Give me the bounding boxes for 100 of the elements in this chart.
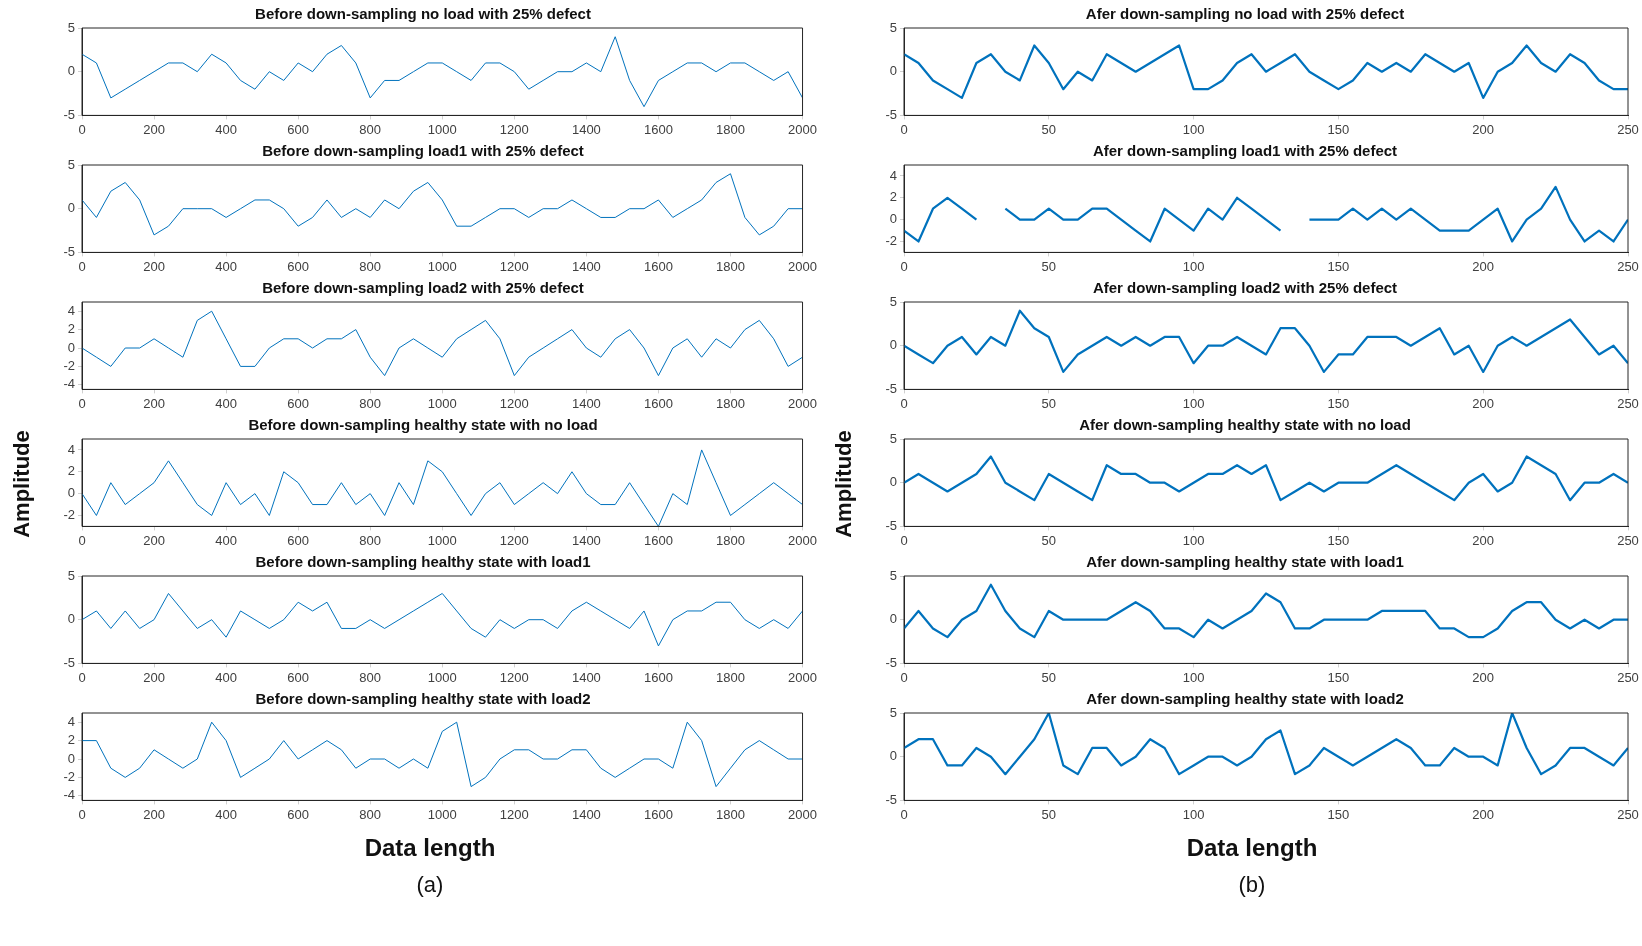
y-tick-label: -5 — [63, 243, 75, 259]
x-tick-label: 200 — [143, 395, 165, 411]
y-tick-label: 4 — [67, 441, 75, 457]
x-tick-label: 400 — [215, 395, 237, 411]
x-tick-label: 200 — [1472, 395, 1495, 411]
x-tick-label: 400 — [215, 806, 237, 822]
chart-title: Before down-sampling load2 with 25% defect — [262, 279, 584, 297]
x-tick-label: 1800 — [716, 806, 745, 822]
x-tick-label: 2000 — [788, 532, 817, 548]
y-tick-label: -5 — [885, 380, 897, 396]
x-axis-title: Data length — [1185, 834, 1319, 862]
chart-title: Afer down-sampling healthy state with load2 — [1086, 690, 1404, 708]
y-tick-label: -5 — [885, 106, 897, 122]
x-tick-label: 0 — [900, 669, 908, 685]
x-tick-label: 600 — [287, 669, 310, 685]
y-tick-label: 2 — [67, 732, 75, 748]
y-tick-label: -2 — [63, 768, 75, 784]
y-tick-label: 5 — [889, 19, 897, 35]
x-tick-label: 150 — [1327, 669, 1350, 685]
x-tick-label: 600 — [287, 532, 310, 548]
y-tick-label: -2 — [63, 357, 75, 373]
y-tick-label: 2 — [67, 463, 75, 479]
x-tick-label: 1200 — [499, 258, 529, 274]
x-tick-label: 1800 — [716, 258, 745, 274]
x-tick-label: 100 — [1182, 258, 1205, 274]
x-tick-label: 600 — [287, 806, 310, 822]
x-tick-label: 200 — [1472, 806, 1495, 822]
x-tick-label: 2000 — [788, 121, 817, 137]
y-tick-label: -2 — [63, 507, 75, 523]
x-tick-label: 0 — [900, 532, 908, 548]
x-tick-label: 100 — [1182, 669, 1205, 685]
x-tick-label: 1800 — [716, 669, 745, 685]
x-tick-label: 100 — [1182, 121, 1205, 137]
x-tick-label: 0 — [900, 258, 908, 274]
chart-title: Before down-sampling healthy state with load2 — [255, 690, 591, 708]
x-tick-label: 1600 — [643, 806, 673, 822]
y-tick-label: 0 — [889, 63, 897, 79]
chart-title: Before down-sampling load1 with 25% defect — [262, 142, 584, 160]
y-tick-label: -2 — [885, 233, 897, 249]
x-tick-label: 1600 — [643, 532, 673, 548]
x-tick-label: 250 — [1617, 395, 1639, 411]
x-tick-label: 400 — [215, 258, 237, 274]
text: (b) — [1237, 872, 1267, 898]
x-tick-label: 1600 — [643, 669, 673, 685]
x-tick-label: 2000 — [788, 669, 817, 685]
x-tick-label: 0 — [900, 121, 908, 137]
text: (a) — [415, 872, 445, 898]
x-tick-label: 800 — [359, 258, 382, 274]
chart-title: Before down-sampling healthy state with load1 — [255, 553, 591, 571]
x-tick-label: 800 — [359, 806, 382, 822]
x-tick-label: 100 — [1182, 395, 1205, 411]
y-tick-label: 2 — [889, 189, 897, 205]
x-tick-label: 1200 — [499, 669, 529, 685]
x-tick-label: 1000 — [427, 395, 457, 411]
x-tick-label: 1200 — [499, 806, 529, 822]
y-tick-label: 0 — [67, 339, 75, 355]
x-tick-label: 1400 — [571, 121, 601, 137]
x-tick-label: 600 — [287, 395, 310, 411]
x-tick-label: 100 — [1182, 532, 1205, 548]
y-tick-label: 0 — [889, 748, 897, 764]
y-tick-label: 0 — [67, 611, 75, 627]
y-tick-label: 5 — [889, 704, 897, 720]
y-tick-label: 5 — [889, 567, 897, 583]
x-tick-label: 50 — [1041, 258, 1057, 274]
y-tick-label: -5 — [885, 791, 897, 807]
x-tick-label: 1800 — [716, 532, 745, 548]
x-tick-label: 200 — [143, 532, 165, 548]
y-tick-label: 5 — [67, 567, 75, 583]
x-tick-label: 1000 — [427, 532, 457, 548]
x-tick-label: 150 — [1327, 532, 1350, 548]
chart-title: Before down-sampling healthy state with no load — [248, 416, 598, 434]
x-tick-label: 1200 — [499, 532, 529, 548]
x-tick-label: 0 — [78, 532, 86, 548]
x-tick-label: 200 — [1472, 532, 1495, 548]
y-tick-label: -4 — [63, 787, 75, 803]
y-axis-title: Amplitude — [831, 429, 857, 538]
x-tick-label: 1000 — [427, 258, 457, 274]
x-tick-label: 1600 — [643, 395, 673, 411]
x-tick-label: 250 — [1617, 258, 1639, 274]
y-tick-label: 0 — [889, 611, 897, 627]
y-tick-label: 5 — [889, 430, 897, 446]
y-tick-label: 4 — [889, 167, 897, 183]
x-tick-label: 1400 — [571, 258, 601, 274]
x-tick-label: 400 — [215, 121, 237, 137]
chart-title: Afer down-sampling healthy state with load1 — [1086, 553, 1404, 571]
x-tick-label: 2000 — [788, 806, 817, 822]
x-tick-label: 250 — [1617, 532, 1639, 548]
x-tick-label: 1000 — [427, 669, 457, 685]
x-tick-label: 200 — [1472, 669, 1495, 685]
x-tick-label: 1800 — [716, 121, 745, 137]
x-tick-label: 400 — [215, 669, 237, 685]
x-tick-label: 1600 — [643, 121, 673, 137]
y-tick-label: -4 — [63, 376, 75, 392]
y-tick-label: -5 — [63, 654, 75, 670]
x-tick-label: 200 — [143, 121, 165, 137]
x-tick-label: 150 — [1327, 121, 1350, 137]
x-tick-label: 1400 — [571, 669, 601, 685]
y-tick-label: 0 — [889, 211, 897, 227]
chart-title: Afer down-sampling no load with 25% defect — [1085, 5, 1405, 23]
y-tick-label: 0 — [67, 750, 75, 766]
